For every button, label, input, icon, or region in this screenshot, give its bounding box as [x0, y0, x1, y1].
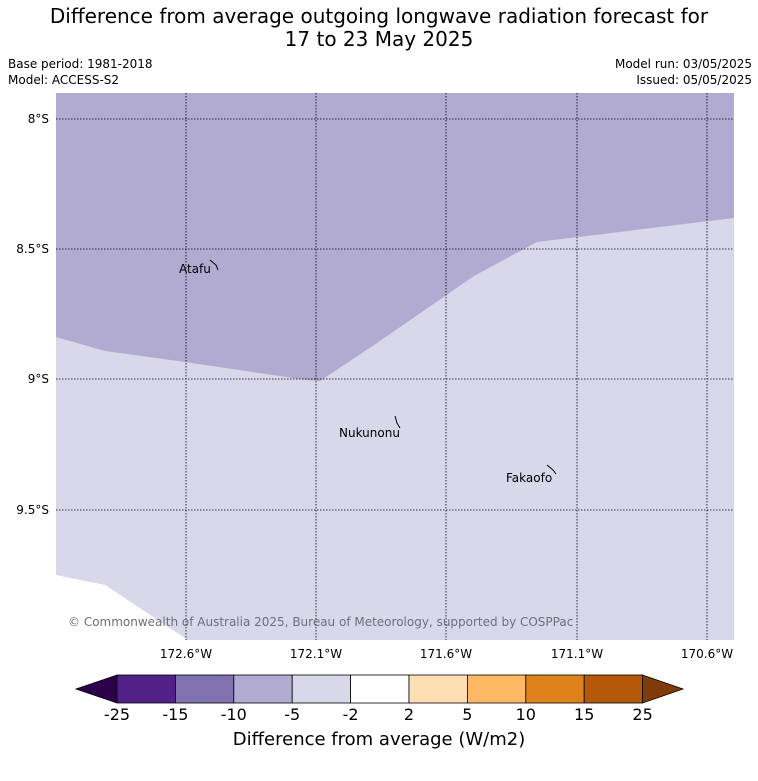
- chart-title: Difference from average outgoing longwav…: [0, 5, 758, 51]
- colorbar-segment: [408, 674, 468, 704]
- atoll-nukunonu: Nukunonu: [339, 415, 401, 440]
- lon-label: 171.1°W: [551, 647, 603, 661]
- model-run: Model run: 03/05/2025: [614, 57, 752, 71]
- place-label-nukunonu: Nukunonu: [339, 426, 400, 440]
- no-data-area: [56, 575, 185, 640]
- colorbar-segment: [174, 674, 235, 704]
- colorbar-segments: [74, 674, 685, 704]
- graticule: [56, 93, 734, 640]
- colorbar-tick-label: 15: [574, 705, 594, 724]
- meta-left: Base period: 1981-2018 Model: ACCESS-S2: [8, 56, 153, 88]
- lat-label: 8.5°S: [16, 242, 49, 256]
- colorbar-segment: [525, 674, 585, 704]
- atoll-atafu: Atafu: [179, 259, 219, 276]
- lat-label: 9°S: [28, 372, 49, 386]
- colorbar-segment: [291, 674, 352, 704]
- colorbar-tick-label: -25: [104, 705, 130, 724]
- colorbar-tick-label: -2: [343, 705, 359, 724]
- colorbar-ticks: -25 -15 -10 -5 -2 2 5 10 15 25: [104, 705, 653, 724]
- atafu-outline: [209, 259, 219, 271]
- fakaofo-outline: [546, 464, 557, 475]
- lon-labels: 172.6°W 172.1°W 171.6°W 171.1°W 170.6°W: [160, 647, 733, 661]
- colorbar-tick-label: 2: [404, 705, 414, 724]
- atoll-fakaofo: Fakaofo: [506, 464, 557, 485]
- colorbar-title: Difference from average (W/m2): [232, 729, 526, 750]
- map-fill: [56, 93, 734, 640]
- band-minus10-minus5: [56, 93, 734, 381]
- title-line-2: 17 to 23 May 2025: [284, 27, 474, 51]
- colorbar-tick-label: 10: [516, 705, 536, 724]
- colorbar-segment: [116, 674, 176, 704]
- model-name: Model: ACCESS-S2: [8, 73, 120, 87]
- lat-label: 9.5°S: [16, 503, 49, 517]
- lon-label: 172.6°W: [160, 647, 212, 661]
- colorbar-tick-label: -15: [162, 705, 188, 724]
- title-line-1: Difference from average outgoing longwav…: [49, 4, 709, 28]
- colorbar-tick-label: 25: [632, 705, 652, 724]
- colorbar-tick-label: 5: [462, 705, 472, 724]
- lat-labels: 8°S 8.5°S 9°S 9.5°S: [16, 112, 49, 517]
- colorbar-over-arrow: [642, 674, 685, 704]
- colorbar-tick-label: -5: [284, 705, 300, 724]
- colorbar-under-arrow: [74, 674, 118, 704]
- copyright-notice: © Commonwealth of Australia 2025, Bureau…: [68, 615, 573, 629]
- issued-date: Issued: 05/05/2025: [636, 73, 752, 87]
- colorbar-segment: [466, 674, 527, 704]
- lat-label: 8°S: [28, 112, 49, 126]
- place-label-fakaofo: Fakaofo: [506, 471, 552, 485]
- meta-right: Model run: 03/05/2025 Issued: 05/05/2025: [615, 56, 752, 88]
- place-label-atafu: Atafu: [179, 262, 211, 276]
- colorbar-segment: [583, 674, 644, 704]
- lon-label: 172.1°W: [290, 647, 342, 661]
- nukunonu-outline: [394, 415, 401, 429]
- base-period: Base period: 1981-2018: [8, 57, 153, 71]
- colorbar-segment: [233, 674, 293, 704]
- colorbar-tick-label: -10: [221, 705, 247, 724]
- lon-label: 170.6°W: [681, 647, 733, 661]
- colorbar-segment: [350, 674, 410, 704]
- lon-label: 171.6°W: [420, 647, 472, 661]
